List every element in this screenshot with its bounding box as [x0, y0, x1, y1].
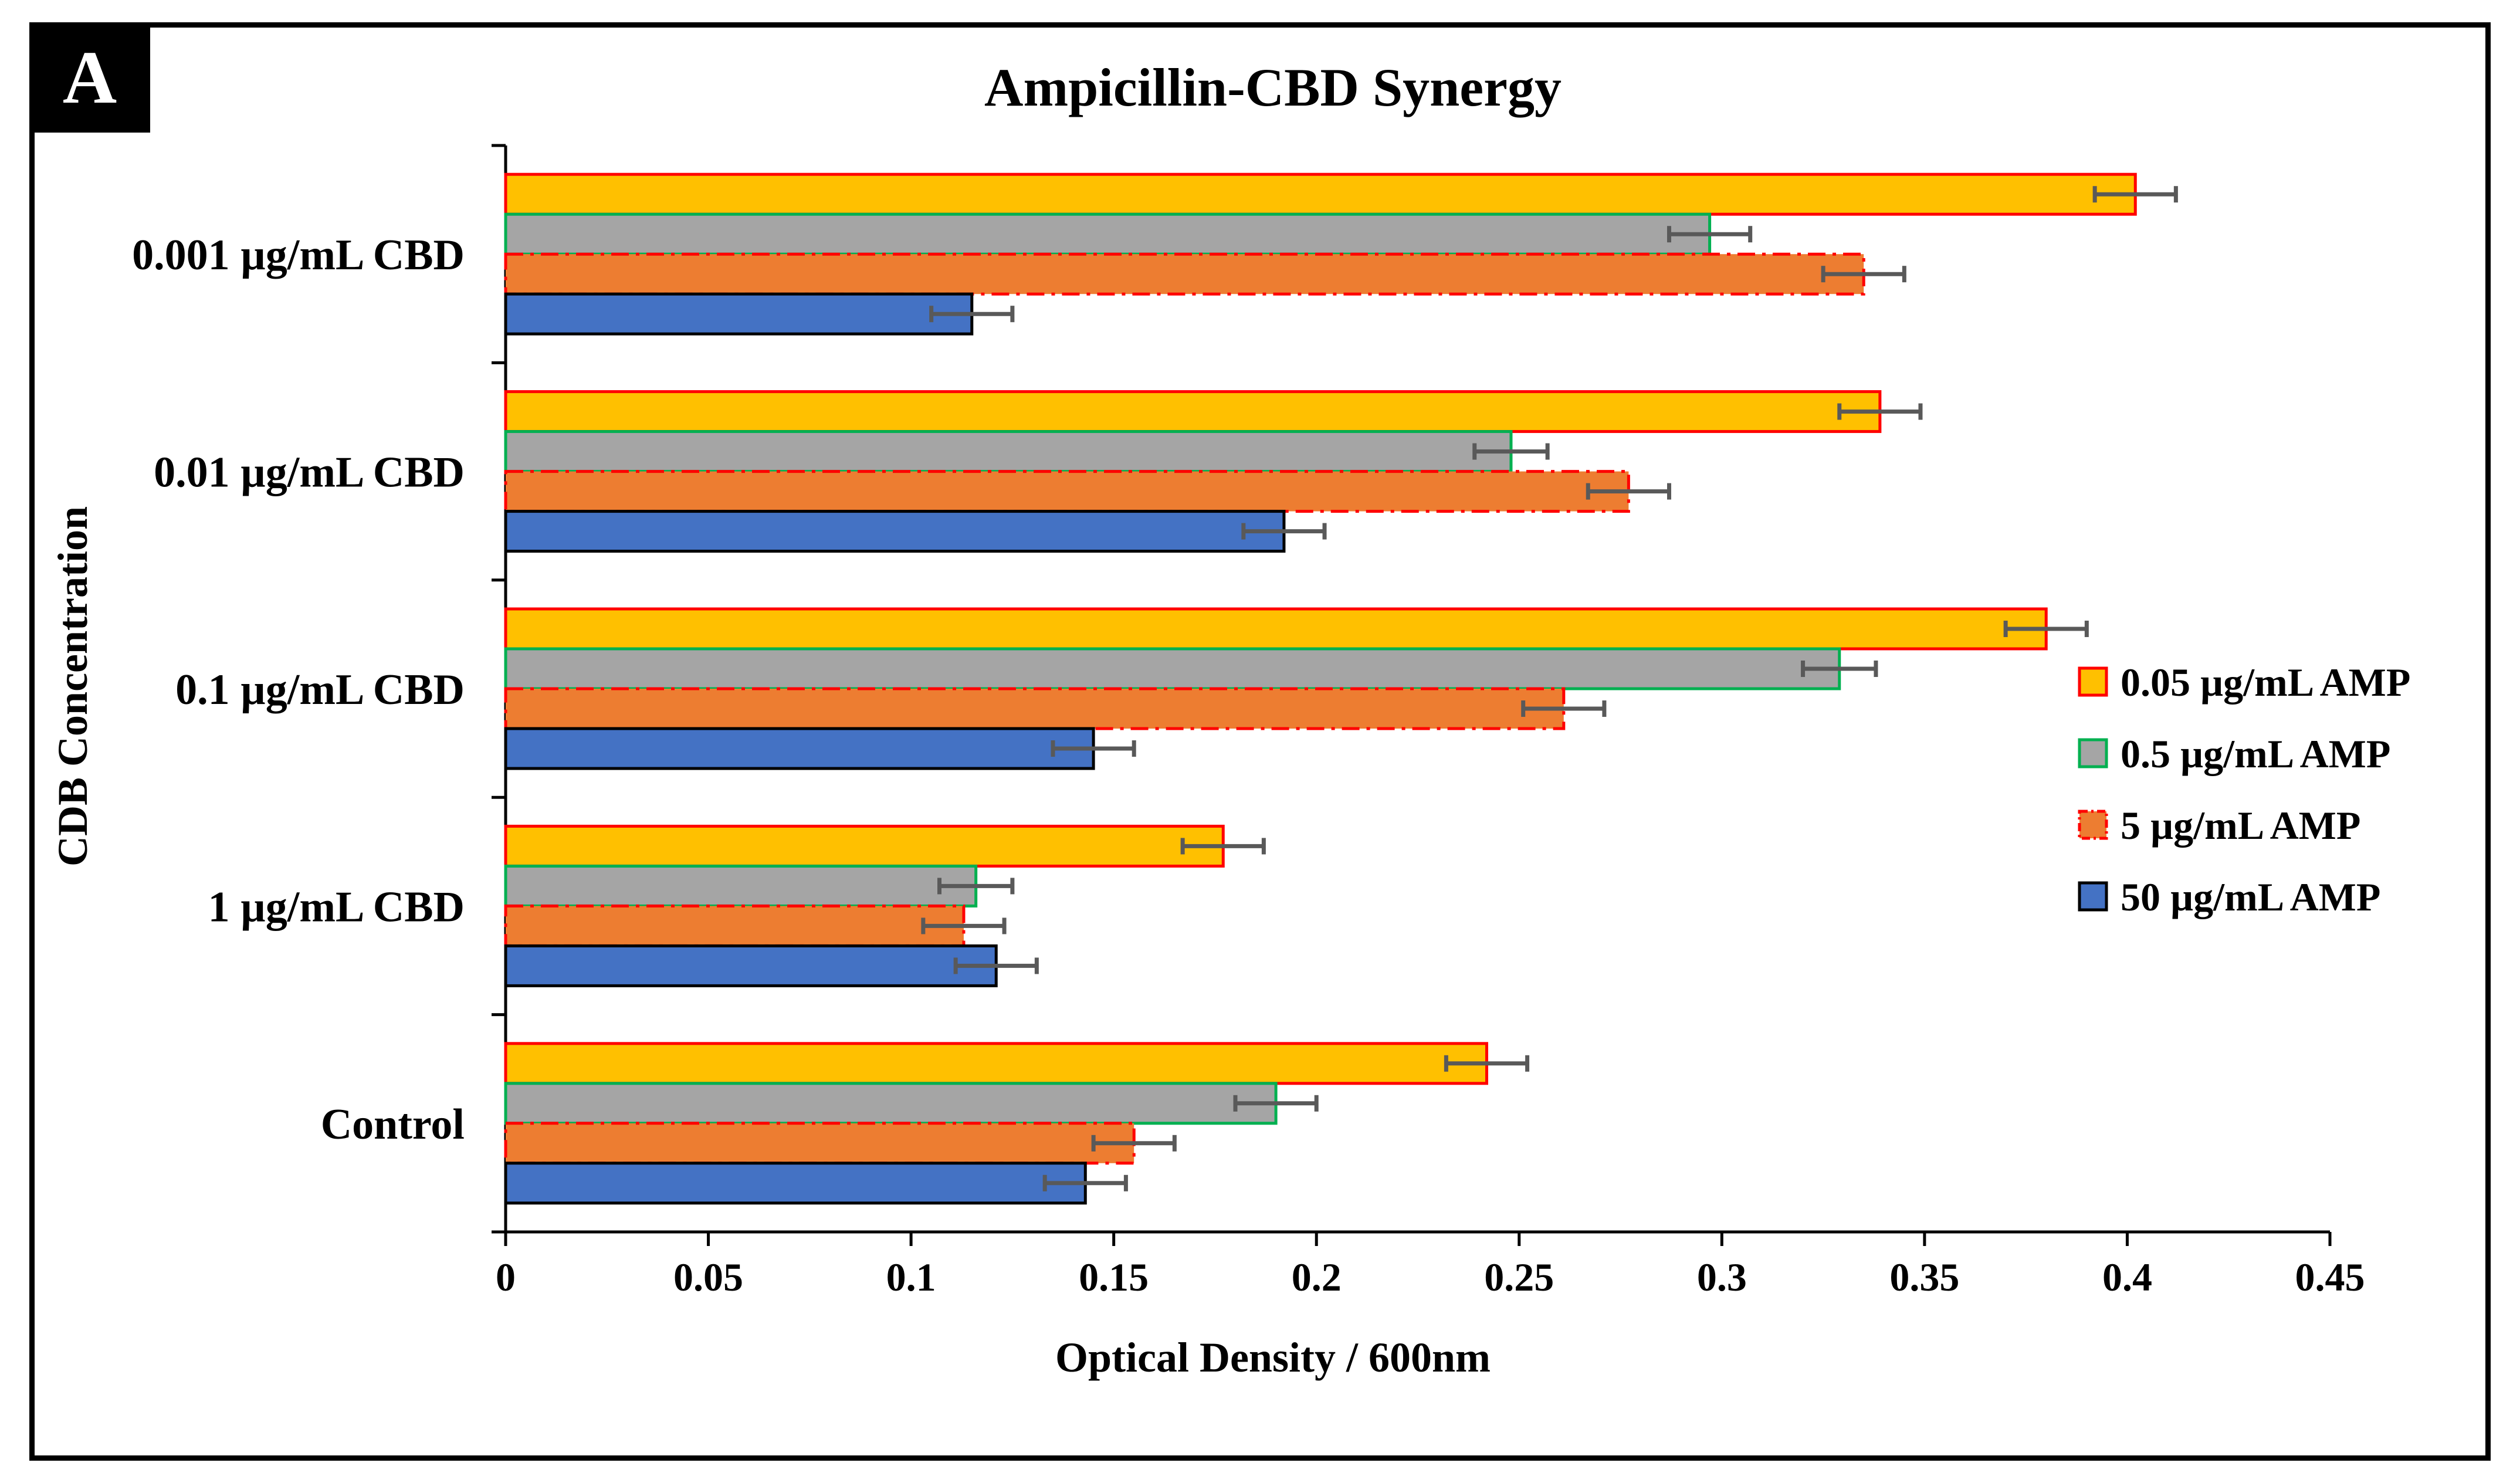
bar	[504, 510, 1286, 553]
bar	[504, 292, 974, 336]
bar	[504, 1122, 1136, 1165]
bar	[504, 212, 1712, 256]
x-tick-label: 0.25	[1484, 1255, 1554, 1299]
category-label: 1 µg/mL CBD	[208, 883, 465, 931]
x-tick-label: 0.05	[673, 1255, 743, 1299]
bar	[504, 727, 1095, 770]
bar	[504, 252, 1865, 296]
bar	[504, 1082, 1278, 1125]
category-label: 0.1 µg/mL CBD	[175, 666, 465, 714]
legend-label: 50 µg/mL AMP	[2121, 875, 2380, 919]
bar	[504, 904, 966, 947]
y-axis-title: CDB Concentration	[49, 506, 96, 866]
x-tick-label: 0.3	[1697, 1255, 1747, 1299]
bar	[504, 430, 1513, 473]
bar	[504, 390, 1882, 434]
category-label: 0.001 µg/mL CBD	[132, 231, 465, 279]
panel-label: A	[29, 22, 150, 133]
legend-label: 5 µg/mL AMP	[2121, 803, 2360, 848]
x-axis-title: Optical Density / 600nm	[1055, 1334, 1491, 1381]
bar	[504, 864, 978, 908]
legend-label: 0.05 µg/mL AMP	[2121, 660, 2410, 705]
bar	[504, 1162, 1087, 1205]
bar	[504, 470, 1630, 513]
chart-title: Ampicillin-CBD Synergy	[984, 57, 1562, 117]
legend-swatch	[2078, 881, 2108, 912]
category-label: Control	[321, 1101, 465, 1149]
legend-swatch	[2078, 810, 2108, 840]
x-tick-label: 0.1	[886, 1255, 936, 1299]
bar	[504, 824, 1225, 868]
bar	[504, 944, 998, 987]
x-tick-label: 0.2	[1292, 1255, 1342, 1299]
x-tick-label: 0.35	[1889, 1255, 1959, 1299]
x-tick-label: 0.45	[2295, 1255, 2365, 1299]
bar	[504, 687, 1566, 730]
category-label: 0.01 µg/mL CBD	[154, 449, 465, 497]
bar	[504, 607, 2048, 651]
bar	[504, 172, 2137, 216]
legend-swatch	[2078, 738, 2108, 768]
bar	[504, 647, 1841, 690]
legend: 0.05 µg/mL AMP 0.5 µg/mL AMP 5 µg/mL AMP 50…	[2078, 660, 2410, 919]
plot-area: 0 0.05 0.1 0.15 0.2 0.25 0.3 0.35 0.4 0.45 Control…	[132, 144, 2365, 1299]
figure-frame	[29, 22, 2491, 1461]
bar	[504, 1042, 1488, 1085]
x-tick-label: 0	[496, 1255, 516, 1299]
x-tick-label: 0.15	[1079, 1255, 1149, 1299]
legend-swatch	[2078, 666, 2108, 697]
x-tick-label: 0.4	[2102, 1255, 2152, 1299]
legend-label: 0.5 µg/mL AMP	[2121, 732, 2390, 776]
